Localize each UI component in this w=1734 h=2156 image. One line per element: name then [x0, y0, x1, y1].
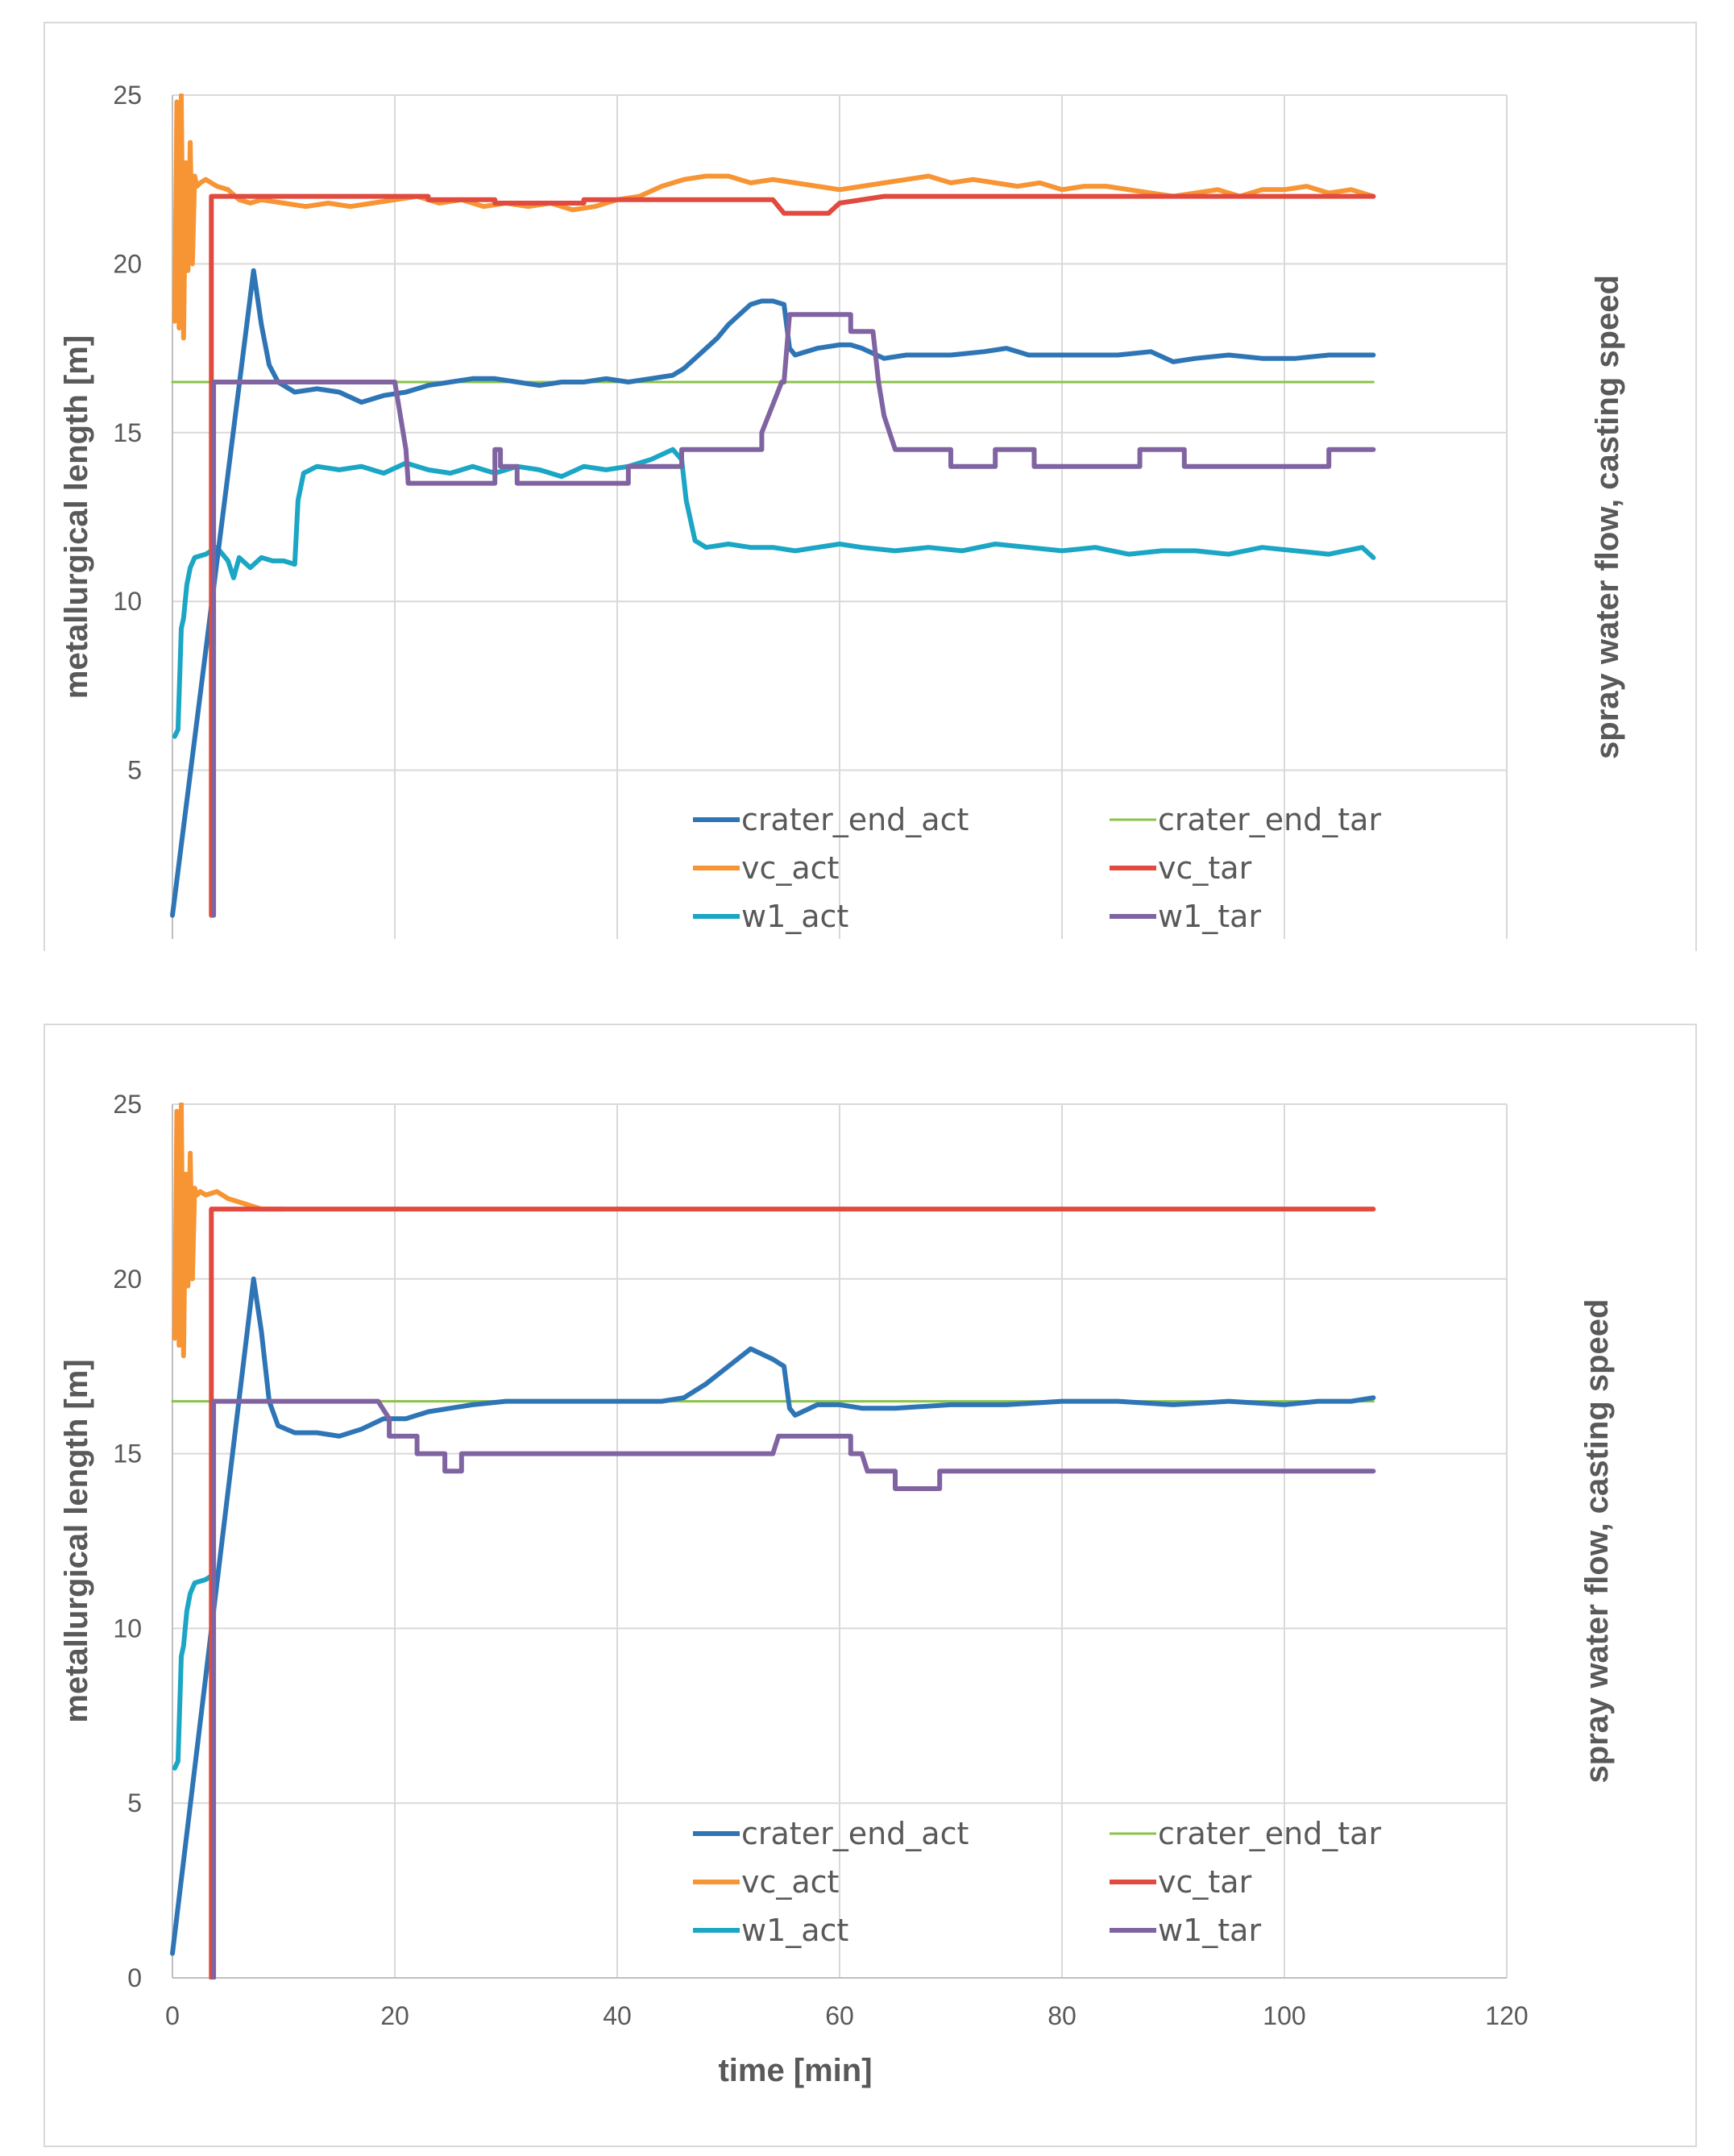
y-tick-label: 10	[113, 1614, 142, 1643]
y-tick-label: 10	[113, 587, 142, 616]
y2-axis-title: spray water flow, casting speed	[1579, 1299, 1615, 1784]
y-axis-title: metallurgical length [m]	[59, 1359, 94, 1722]
series-group	[170, 1103, 1376, 1979]
y-tick-label: 5	[127, 756, 142, 785]
x-tick-label: 20	[380, 2001, 409, 2030]
legend-label-vc-act: vc_act	[741, 850, 839, 886]
chart-top: 5 10 15 20 25 metallurgical length [m] spray w…	[0, 0, 1734, 962]
chart-bottom: 0 5 10 15 20 25 0 20 40 60 80 100 120 metallurgical l…	[0, 1020, 1734, 2152]
y-tick-label: 0	[127, 1963, 142, 1992]
series-line-w1-tar	[211, 1398, 1376, 1979]
chart-frame	[44, 1024, 1697, 2147]
series-line-vc-tar	[209, 1207, 1376, 1979]
series-line-crater-end-act	[170, 268, 1376, 918]
series-line-w1-act	[172, 447, 1376, 739]
legend-label-crater-end-act: crater_end_act	[741, 1816, 969, 1851]
series-line-crater-end-act	[170, 1276, 1376, 1956]
x-tick-label: 60	[825, 2001, 854, 2030]
y-tick-label: 25	[113, 1090, 142, 1119]
series-line-w1-act	[172, 1570, 220, 1771]
legend-label-w1-act: w1_act	[741, 899, 848, 934]
y2-axis-title: spray water flow, casting speed	[1590, 275, 1625, 759]
x-tick-label: 100	[1263, 2001, 1305, 2030]
legend-label-vc-act: vc_act	[741, 1864, 839, 1900]
y-tick-label: 20	[113, 1265, 142, 1294]
legend-label-w1-tar: w1_tar	[1158, 1913, 1261, 1948]
series-line-w1-tar	[211, 312, 1376, 918]
chart-bottom-svg: 0 5 10 15 20 25 0 20 40 60 80 100 120 metallurgical l…	[44, 1024, 1697, 2147]
legend-label-vc-tar: vc_tar	[1158, 1864, 1252, 1900]
legend-label-vc-tar: vc_tar	[1158, 850, 1252, 886]
y-tick-label: 5	[127, 1788, 142, 1817]
series-group	[170, 93, 1376, 918]
y-axis-title: metallurgical length [m]	[59, 335, 94, 699]
chart-top-svg: 5 10 15 20 25 metallurgical length [m] spray w…	[44, 22, 1697, 962]
y-tick-label: 25	[113, 81, 142, 110]
x-tick-label: 0	[165, 2001, 180, 2030]
y-tick-label: 15	[113, 1439, 142, 1468]
x-tick-label: 40	[603, 2001, 632, 2030]
legend-label-w1-act: w1_act	[741, 1913, 848, 1948]
legend-label-crater-end-tar: crater_end_tar	[1158, 802, 1381, 837]
x-tick-label: 120	[1485, 2001, 1528, 2030]
x-axis-title: time [min]	[718, 2053, 872, 2088]
series-line-vc-act	[172, 1103, 286, 1359]
y-tick-label: 15	[113, 418, 142, 447]
series-line-vc-tar	[209, 193, 1376, 918]
y-tick-label: 20	[113, 249, 142, 278]
x-tick-label: 80	[1047, 2001, 1076, 2030]
legend-label-crater-end-tar: crater_end_tar	[1158, 1816, 1381, 1851]
legend-label-crater-end-act: crater_end_act	[741, 802, 969, 837]
legend-label-w1-tar: w1_tar	[1158, 899, 1261, 934]
